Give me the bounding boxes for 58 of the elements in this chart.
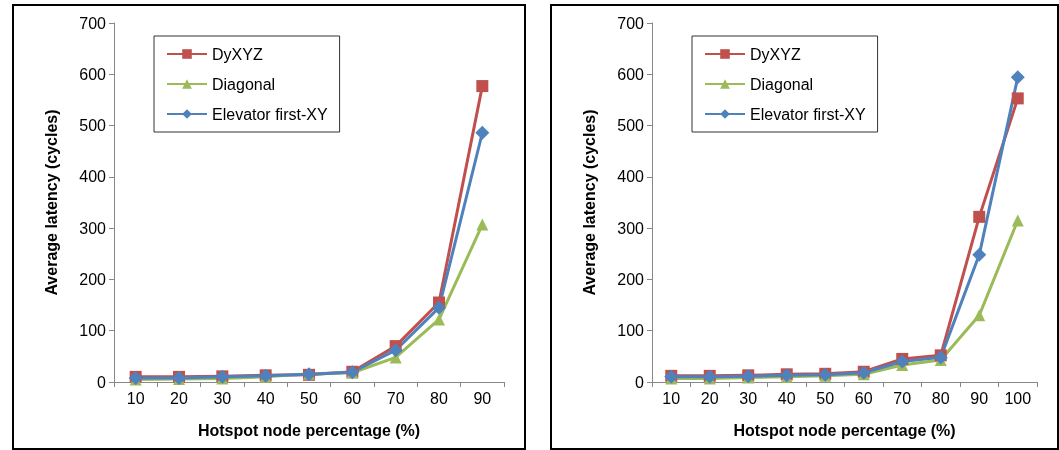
legend-label: DyXYZ — [750, 45, 801, 63]
point — [895, 354, 910, 369]
legend-label: DyXYZ — [212, 45, 263, 63]
y-tick-label: 400 — [79, 168, 107, 186]
x-tick-label: 80 — [430, 389, 448, 407]
y-tick-label: 100 — [617, 322, 645, 340]
x-tick-label: 60 — [854, 389, 873, 407]
x-tick-label: 70 — [386, 389, 405, 407]
x-tick-label: 50 — [816, 389, 835, 407]
y-tick-label: 0 — [635, 373, 645, 391]
legend-label: Diagonal — [212, 75, 276, 93]
point — [432, 300, 446, 315]
y-tick-label: 600 — [79, 65, 107, 83]
point — [973, 210, 986, 223]
y-axis-title: Average latency (cycles) — [580, 109, 598, 296]
point — [973, 309, 986, 322]
x-tick-label: 100 — [1004, 389, 1032, 407]
point — [433, 313, 445, 326]
y-tick-label: 700 — [79, 14, 107, 32]
legend-label: Elevator first-XY — [750, 105, 866, 123]
point — [476, 218, 489, 231]
x-tick-label: 10 — [126, 389, 145, 407]
y-tick-label: 0 — [97, 373, 107, 391]
point — [476, 80, 489, 93]
y-tick-label: 100 — [79, 322, 107, 340]
point — [972, 247, 987, 262]
x-tick-label: 90 — [473, 389, 492, 407]
point — [1010, 70, 1025, 85]
x-tick-label: 40 — [256, 389, 275, 407]
y-tick-label: 400 — [617, 168, 645, 186]
y-tick-label: 300 — [617, 219, 645, 237]
x-tick-label: 30 — [213, 389, 232, 407]
point — [388, 343, 403, 358]
legend-label: Diagonal — [750, 75, 814, 93]
x-tick-label: 90 — [970, 389, 989, 407]
x-axis-title: Hotspot node percentage (%) — [733, 421, 956, 439]
x-tick-label: 70 — [893, 389, 912, 407]
point — [475, 125, 490, 140]
point — [1011, 92, 1024, 105]
x-tick-label: 10 — [662, 389, 681, 407]
y-tick-label: 200 — [79, 270, 107, 288]
x-tick-label: 60 — [343, 389, 362, 407]
y-tick-label: 300 — [79, 219, 107, 237]
x-tick-label: 20 — [700, 389, 719, 407]
y-tick-label: 600 — [617, 65, 645, 83]
y-tick-label: 500 — [79, 117, 107, 135]
x-axis-title: Hotspot node percentage (%) — [197, 421, 421, 439]
x-tick-label: 50 — [300, 389, 318, 407]
legend-label: Elevator first-XY — [212, 105, 328, 123]
y-tick-label: 200 — [617, 270, 645, 288]
y-axis-title: Average latency (cycles) — [42, 109, 60, 296]
x-tick-label: 40 — [777, 389, 796, 407]
x-tick-label: 30 — [739, 389, 758, 407]
x-tick-label: 80 — [931, 389, 950, 407]
point — [1011, 214, 1024, 227]
x-tick-label: 20 — [170, 389, 188, 407]
y-tick-label: 500 — [617, 117, 645, 135]
y-tick-label: 700 — [617, 14, 645, 32]
